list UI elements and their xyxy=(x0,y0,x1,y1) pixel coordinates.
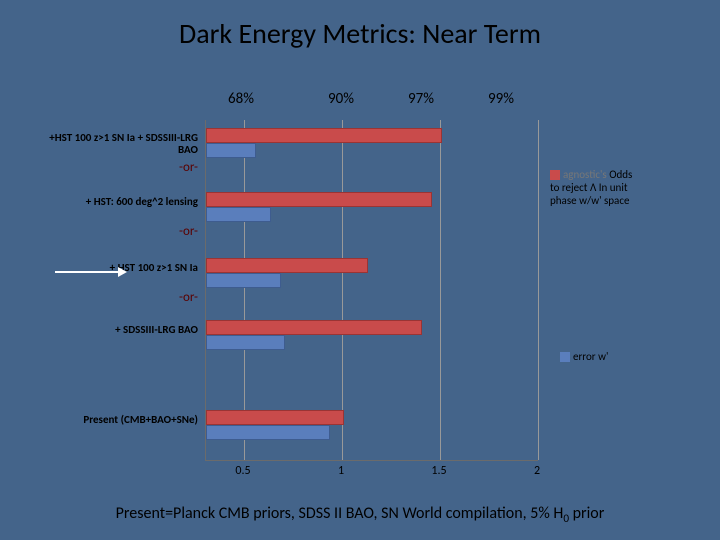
or-label: -or- xyxy=(30,290,198,305)
legend-error-text: error w' xyxy=(573,350,608,363)
footer-post: prior xyxy=(569,504,604,523)
legend-odds: agnostic's Odds to reject Λ In unit phas… xyxy=(550,168,632,208)
legend-odds-t2: Odds xyxy=(607,168,633,181)
x-tick-label: 2 xyxy=(534,464,540,478)
chart-area: +HST 100 z>1 SN Ia + SDSSIII-LRG BAO -or-… xyxy=(30,120,690,480)
bar-red xyxy=(206,128,442,143)
gridline xyxy=(538,120,539,460)
bar-red xyxy=(206,410,344,425)
bar-red xyxy=(206,258,368,273)
category-label: +HST 100 z>1 SN Ia + SDSSIII-LRG BAO xyxy=(30,132,198,156)
percent-99: 99% xyxy=(488,90,514,108)
x-axis-ticks: 0.5 1 1.5 2 xyxy=(205,464,537,482)
plot-area xyxy=(205,120,538,461)
legend-error: error w' xyxy=(560,350,608,363)
legend-odds-t3: to reject Λ In unit xyxy=(550,181,628,194)
footer-caption: Present=Planck CMB priors, SDSS II BAO, … xyxy=(0,504,720,526)
percent-row: 68% 90% 97% 99% xyxy=(0,90,720,110)
percent-97: 97% xyxy=(408,90,434,108)
category-label: + SDSSIII-LRG BAO xyxy=(30,324,198,336)
bar-blue xyxy=(206,207,271,222)
legend-odds-prefix: agnostic's xyxy=(563,168,607,181)
percent-68: 68% xyxy=(228,90,254,108)
legend-swatch-blue xyxy=(560,352,570,362)
x-tick-label: 1 xyxy=(338,464,344,478)
page-title: Dark Energy Metrics: Near Term xyxy=(0,0,720,51)
arrow-icon xyxy=(55,271,119,273)
x-tick-label: 0.5 xyxy=(235,464,250,478)
category-label: + HST: 600 deg^2 lensing xyxy=(30,196,198,208)
category-label: Present (CMB+BAO+SNe) xyxy=(30,414,198,426)
bar-blue xyxy=(206,335,285,350)
y-axis-labels: +HST 100 z>1 SN Ia + SDSSIII-LRG BAO -or-… xyxy=(30,120,200,460)
legend-swatch-red xyxy=(550,170,560,180)
legend-odds-t4: phase w/w' space xyxy=(550,194,629,207)
x-tick-label: 1.5 xyxy=(431,464,446,478)
bar-red xyxy=(206,192,432,207)
or-label: -or- xyxy=(30,224,198,239)
bar-red xyxy=(206,320,422,335)
bar-blue xyxy=(206,143,256,158)
gridline xyxy=(440,120,441,460)
or-label: -or- xyxy=(30,160,198,175)
percent-90: 90% xyxy=(328,90,354,108)
footer-pre: Present=Planck CMB priors, SDSS II BAO, … xyxy=(116,504,564,523)
gridline xyxy=(244,120,245,460)
bar-blue xyxy=(206,425,330,440)
bar-blue xyxy=(206,273,281,288)
gridline xyxy=(342,120,343,460)
